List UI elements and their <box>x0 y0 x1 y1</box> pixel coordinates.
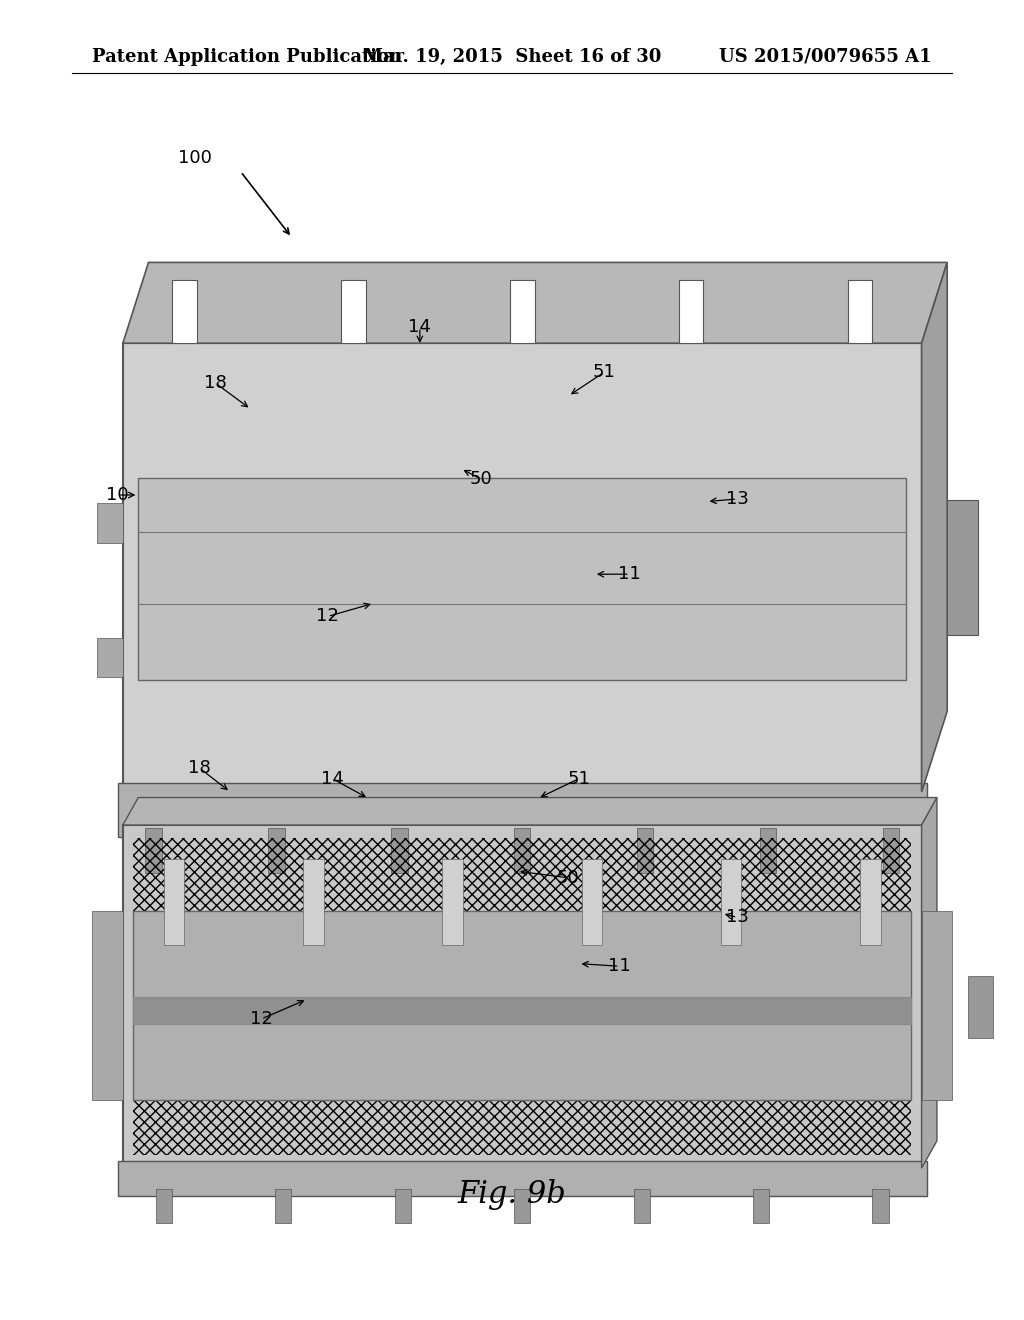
Text: 13: 13 <box>726 490 749 508</box>
Bar <box>442 859 463 945</box>
Bar <box>303 859 324 945</box>
Polygon shape <box>922 263 947 792</box>
Bar <box>510 280 535 343</box>
Bar <box>634 1189 650 1224</box>
Bar <box>947 500 978 635</box>
Bar <box>123 343 922 792</box>
Bar <box>872 1189 889 1224</box>
Text: 14: 14 <box>322 770 344 788</box>
Text: 50: 50 <box>557 869 580 887</box>
Bar <box>138 363 906 772</box>
Text: Mar. 19, 2015  Sheet 16 of 30: Mar. 19, 2015 Sheet 16 of 30 <box>362 48 662 66</box>
Bar <box>753 1189 769 1224</box>
Text: 11: 11 <box>608 957 631 975</box>
Bar <box>145 828 162 873</box>
Bar <box>92 911 123 1100</box>
Bar <box>123 825 922 1168</box>
Text: Patent Application Publication: Patent Application Publication <box>92 48 402 66</box>
Bar <box>268 828 285 873</box>
Bar <box>391 828 408 873</box>
Bar <box>118 1162 927 1196</box>
Bar <box>97 638 123 677</box>
Bar <box>133 997 911 1024</box>
Text: 18: 18 <box>188 759 211 777</box>
Bar <box>922 911 952 1100</box>
Bar <box>860 859 881 945</box>
Bar <box>679 280 703 343</box>
Bar <box>848 280 872 343</box>
Bar <box>172 280 197 343</box>
Polygon shape <box>123 797 937 825</box>
Text: 18: 18 <box>204 374 226 392</box>
Text: 12: 12 <box>250 1010 272 1028</box>
Bar <box>138 478 906 680</box>
Text: US 2015/0079655 A1: US 2015/0079655 A1 <box>719 48 932 66</box>
Text: Fig. 9a: Fig. 9a <box>459 572 565 603</box>
Bar <box>341 280 366 343</box>
Text: 12: 12 <box>316 607 339 626</box>
Bar <box>394 1189 411 1224</box>
Bar <box>133 911 911 1100</box>
Bar <box>133 838 911 1155</box>
Bar <box>582 859 602 945</box>
Bar <box>721 859 741 945</box>
Bar <box>514 828 530 873</box>
Bar <box>637 828 653 873</box>
Bar <box>514 1189 530 1224</box>
Bar <box>883 828 899 873</box>
Text: 14: 14 <box>409 318 431 337</box>
Text: 11: 11 <box>618 565 641 583</box>
Text: 100: 100 <box>177 149 212 168</box>
Bar <box>275 1189 292 1224</box>
Bar <box>164 859 184 945</box>
Text: Fig. 9b: Fig. 9b <box>458 1179 566 1210</box>
Text: 10: 10 <box>106 486 129 504</box>
Bar <box>97 503 123 543</box>
Polygon shape <box>123 263 947 343</box>
Text: 50: 50 <box>470 470 493 488</box>
Bar <box>156 1189 172 1224</box>
Text: 13: 13 <box>726 908 749 927</box>
Polygon shape <box>922 797 937 1168</box>
Text: 51: 51 <box>593 363 615 381</box>
Text: 51: 51 <box>567 770 590 788</box>
Bar <box>968 975 993 1038</box>
Bar <box>760 828 776 873</box>
Bar <box>118 783 927 837</box>
